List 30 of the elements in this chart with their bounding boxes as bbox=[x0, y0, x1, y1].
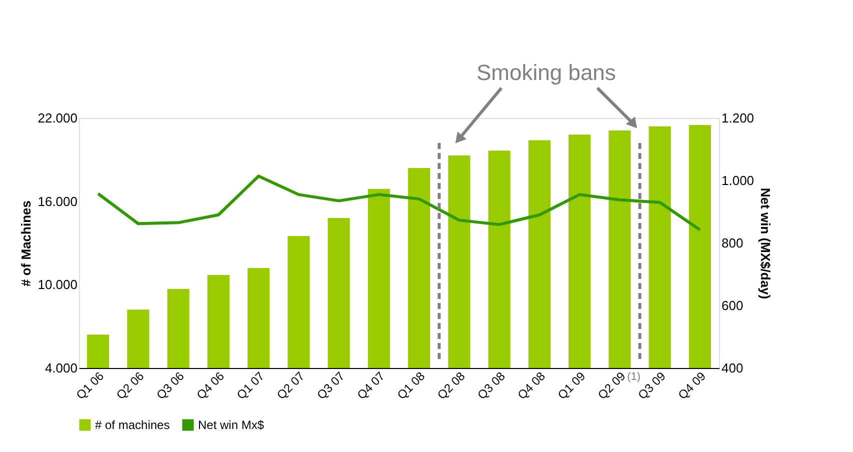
y2-tick-label: 1.000 bbox=[722, 173, 754, 188]
text: (1) bbox=[627, 371, 641, 383]
y-tick-label: 10.000 bbox=[38, 277, 78, 292]
x-tick-label: Q4 07 bbox=[354, 368, 388, 402]
x-tick-label: Q2 08 bbox=[434, 368, 468, 402]
x-tick-label: Q4 08 bbox=[514, 368, 548, 402]
x-tick-label: Q3 07 bbox=[314, 368, 348, 402]
y2-axis-title: Net win (MX$/day) bbox=[758, 188, 774, 300]
legend-label: Net win Mx$ bbox=[198, 418, 264, 432]
x-tick-label: Q3 08 bbox=[474, 368, 508, 402]
x-tick-label: Q2 07 bbox=[274, 368, 308, 402]
x-tick-label: Q2 09 bbox=[595, 368, 628, 402]
y-tick-label: 4.000 bbox=[44, 360, 78, 376]
y2-tick-label: 1.200 bbox=[722, 110, 754, 126]
y-tick-label: 22.000 bbox=[38, 110, 78, 126]
y2-tick-label: 400 bbox=[722, 360, 744, 376]
y-tick-label: 16.000 bbox=[38, 194, 78, 209]
x-tick-label: Q4 06 bbox=[194, 368, 228, 402]
x-tick-label: Q1 08 bbox=[394, 368, 428, 402]
y-axis-title: # of Machines bbox=[18, 200, 34, 286]
x-tick-label: Q1 07 bbox=[234, 368, 268, 402]
x-tick-label: Q3 06 bbox=[154, 368, 188, 402]
legend-label: # of machines bbox=[95, 418, 170, 432]
x-tick-label: Q4 09 bbox=[675, 368, 709, 402]
y2-tick-label: 600 bbox=[722, 298, 744, 313]
line-series bbox=[96, 174, 702, 232]
y2-tick-label: 800 bbox=[722, 236, 744, 250]
x-tick-label: Q2 06 bbox=[114, 368, 147, 402]
text: Smoking bans bbox=[476, 60, 616, 85]
x-tick-label: Q1 09 bbox=[555, 368, 588, 402]
